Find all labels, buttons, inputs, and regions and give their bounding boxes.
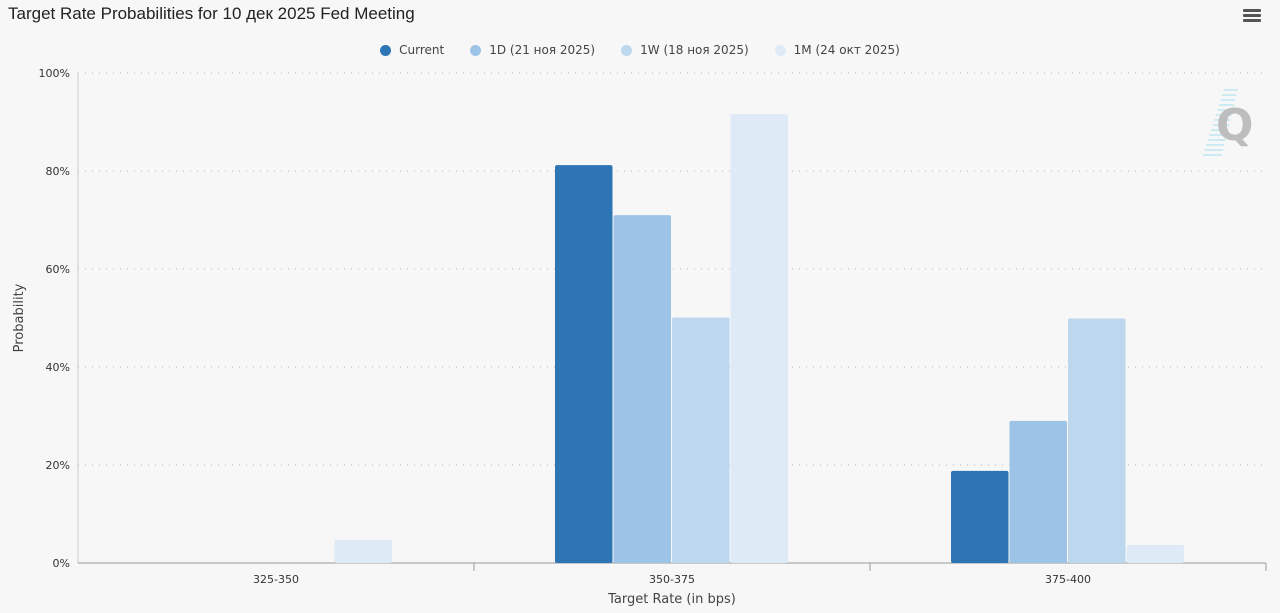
chart-title: Target Rate Probabilities for 10 дек 202…	[8, 4, 415, 23]
bar-325-350-3	[334, 539, 392, 563]
legend-marker-icon	[470, 44, 482, 56]
y-tick-label: 100%	[39, 67, 70, 80]
x-tick-label: 350-375	[649, 573, 695, 586]
bar-350-375-1	[613, 215, 671, 563]
legend-item[interactable]: 1M (24 окт 2025)	[774, 43, 900, 57]
legend-marker-icon	[621, 44, 633, 56]
legend-item[interactable]: Current	[380, 43, 444, 57]
legend-item[interactable]: 1D (21 ноя 2025)	[470, 43, 595, 57]
x-tick-label: 375-400	[1045, 573, 1091, 586]
legend-marker-icon	[380, 44, 392, 56]
bar-350-375-0	[555, 165, 613, 563]
x-tick-label: 325-350	[253, 573, 299, 586]
y-tick-label: 20%	[46, 459, 70, 472]
legend: Current 1D (21 ноя 2025) 1W (18 ноя 2025) 1…	[0, 43, 1280, 57]
bar-375-400-2	[1068, 318, 1126, 563]
y-tick-label: 60%	[46, 263, 70, 276]
x-axis-title: Target Rate (in bps)	[607, 592, 736, 607]
legend-label: 1W (18 ноя 2025)	[640, 43, 749, 57]
bar-375-400-0	[951, 470, 1009, 563]
legend-label: 1M (24 окт 2025)	[793, 43, 900, 57]
y-tick-label: 80%	[46, 165, 70, 178]
y-tick-label: 0%	[53, 557, 70, 570]
watermark-q: Q	[1216, 100, 1253, 151]
y-tick-label: 40%	[46, 361, 70, 374]
watermark-logo: Q	[1203, 89, 1253, 156]
legend-marker-icon	[774, 44, 786, 56]
legend-label: Current	[399, 43, 445, 57]
bar-375-400-1	[1009, 420, 1067, 563]
legend-label: 1D (21 ноя 2025)	[489, 43, 596, 57]
legend-item[interactable]: 1W (18 ноя 2025)	[621, 43, 749, 57]
y-axis-title: Probability	[12, 283, 27, 352]
bar-350-375-3	[730, 114, 788, 563]
bar-350-375-2	[672, 317, 730, 563]
menu-icon[interactable]	[1243, 9, 1261, 24]
bar-375-400-3	[1126, 544, 1184, 563]
